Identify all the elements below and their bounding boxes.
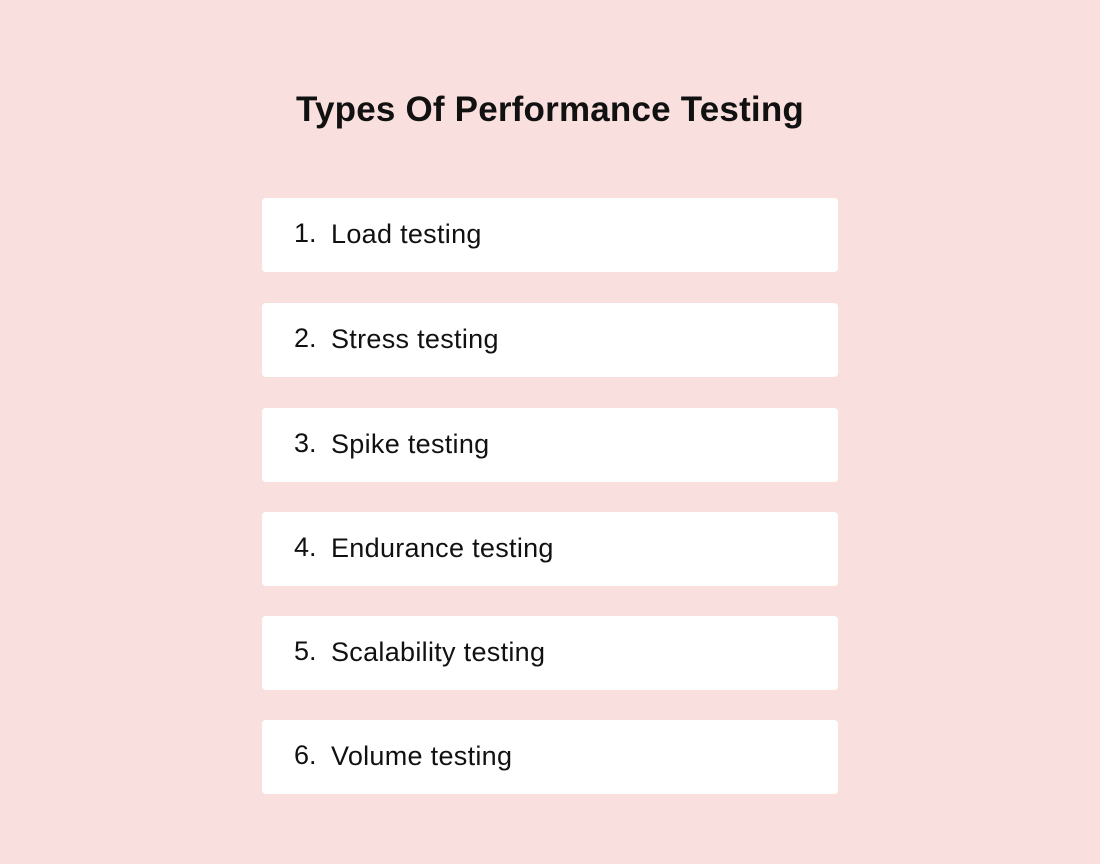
item-number: 4.	[294, 532, 317, 562]
item-label: Load testing	[331, 219, 482, 249]
item-number: 1.	[294, 218, 317, 248]
item-number: 2.	[294, 323, 317, 353]
list-item: 3. Spike testing	[262, 408, 838, 482]
item-label: Endurance testing	[331, 533, 554, 563]
item-label: Spike testing	[331, 429, 490, 459]
list-item: 1. Load testing	[262, 198, 838, 272]
list-item: 4. Endurance testing	[262, 512, 838, 586]
list-item: 5. Scalability testing	[262, 616, 838, 690]
item-number: 3.	[294, 428, 317, 458]
list-item: 6. Volume testing	[262, 720, 838, 794]
item-label: Stress testing	[331, 324, 499, 354]
item-number: 5.	[294, 636, 317, 666]
item-label: Scalability testing	[331, 637, 546, 667]
item-number: 6.	[294, 740, 317, 770]
list-item: 2. Stress testing	[262, 303, 838, 377]
item-label: Volume testing	[331, 741, 513, 771]
page-title: Types Of Performance Testing	[295, 90, 805, 129]
